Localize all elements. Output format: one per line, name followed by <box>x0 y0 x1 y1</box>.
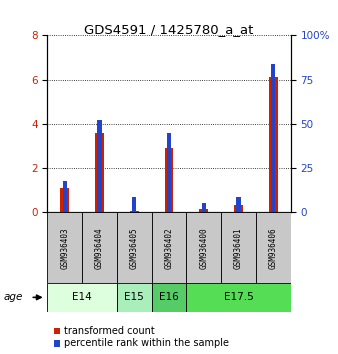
Text: transformed count: transformed count <box>64 326 154 336</box>
Bar <box>199 209 208 212</box>
Text: percentile rank within the sample: percentile rank within the sample <box>64 338 228 348</box>
Bar <box>221 212 256 283</box>
Bar <box>54 328 60 334</box>
Bar <box>117 212 152 283</box>
Bar <box>47 283 117 312</box>
Bar <box>63 181 67 212</box>
Text: E16: E16 <box>159 292 179 302</box>
Bar <box>47 212 82 283</box>
Text: GSM936405: GSM936405 <box>130 227 139 269</box>
Text: GSM936404: GSM936404 <box>95 227 104 269</box>
Bar <box>132 198 136 212</box>
Bar <box>152 283 186 312</box>
Text: GSM936402: GSM936402 <box>165 227 173 269</box>
Bar <box>167 133 171 212</box>
Bar <box>130 211 139 212</box>
Text: E17.5: E17.5 <box>224 292 254 302</box>
Text: GSM936401: GSM936401 <box>234 227 243 269</box>
Bar <box>97 120 101 212</box>
Bar <box>95 133 104 212</box>
Bar <box>186 283 291 312</box>
Bar <box>54 340 60 347</box>
Text: GSM936406: GSM936406 <box>269 227 278 269</box>
Bar <box>234 205 243 212</box>
Bar <box>61 188 69 212</box>
Bar <box>256 212 291 283</box>
Text: E15: E15 <box>124 292 144 302</box>
Bar <box>165 148 173 212</box>
Bar <box>271 64 275 212</box>
Text: E14: E14 <box>72 292 92 302</box>
Bar <box>82 212 117 283</box>
Text: GDS4591 / 1425780_a_at: GDS4591 / 1425780_a_at <box>84 23 254 36</box>
Bar <box>117 283 152 312</box>
Bar <box>186 212 221 283</box>
Text: GSM936403: GSM936403 <box>60 227 69 269</box>
Text: GSM936400: GSM936400 <box>199 227 208 269</box>
Bar <box>202 202 206 212</box>
Bar <box>152 212 186 283</box>
Bar <box>269 78 277 212</box>
Bar <box>237 198 241 212</box>
Text: age: age <box>3 292 23 302</box>
